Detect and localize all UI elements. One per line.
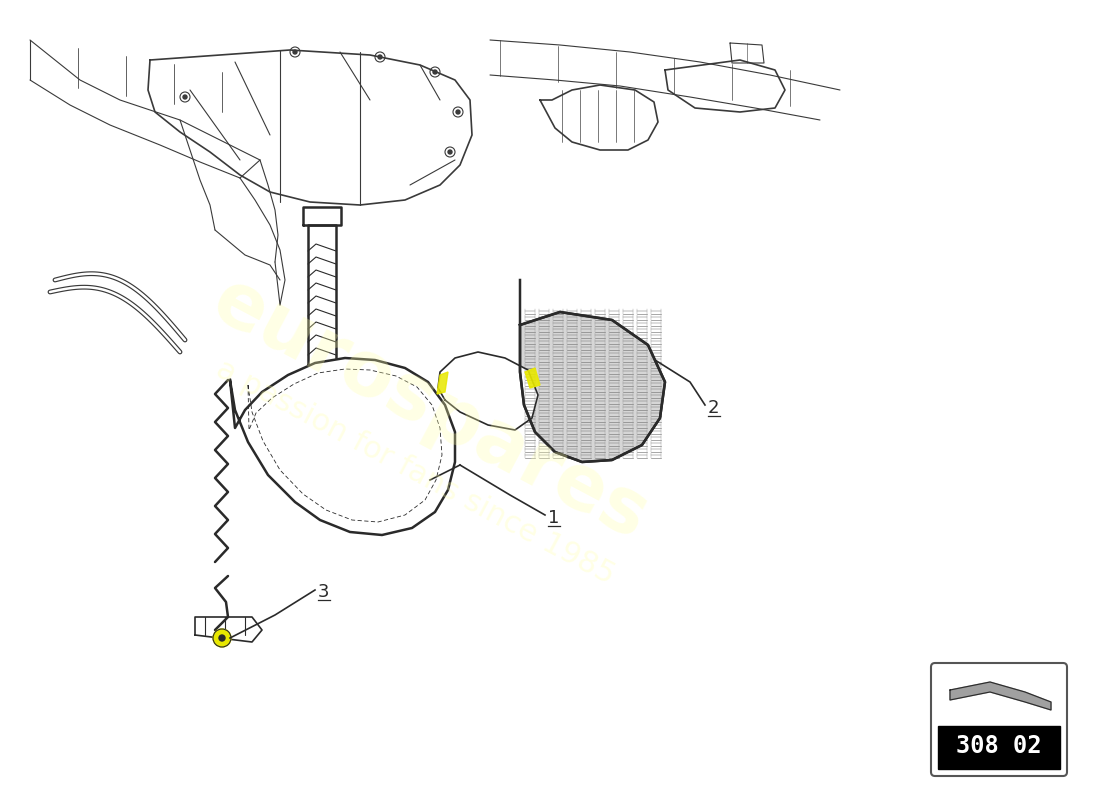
Circle shape	[219, 635, 225, 641]
Text: 2: 2	[708, 399, 719, 417]
Circle shape	[448, 150, 452, 154]
Text: a passion for fans since 1985: a passion for fans since 1985	[211, 354, 619, 590]
Text: 3: 3	[318, 583, 330, 601]
Polygon shape	[950, 682, 1050, 710]
Circle shape	[378, 55, 382, 59]
Circle shape	[213, 629, 231, 647]
Circle shape	[293, 50, 297, 54]
Text: 1: 1	[548, 509, 560, 527]
Polygon shape	[230, 358, 455, 535]
Polygon shape	[525, 368, 540, 388]
Bar	[938, 726, 1060, 769]
Polygon shape	[437, 372, 448, 394]
Polygon shape	[438, 352, 538, 430]
Circle shape	[433, 70, 437, 74]
Polygon shape	[520, 312, 666, 462]
Circle shape	[456, 110, 460, 114]
Circle shape	[183, 95, 187, 99]
Text: 308 02: 308 02	[956, 734, 1042, 758]
Text: eurospares: eurospares	[199, 264, 660, 556]
FancyBboxPatch shape	[931, 663, 1067, 776]
